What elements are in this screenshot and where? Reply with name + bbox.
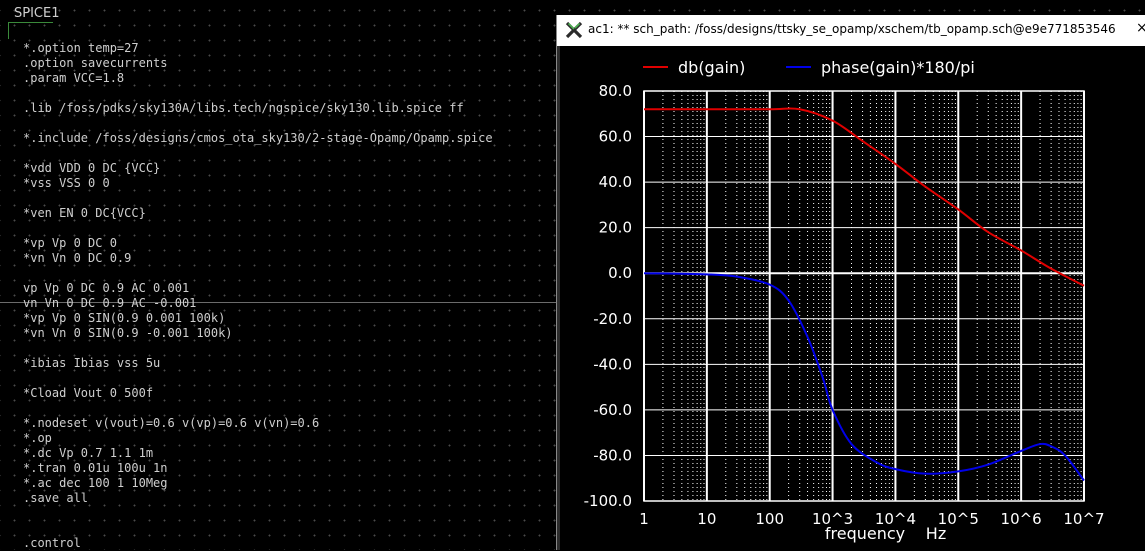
x-tick-label: 10^3 [812, 510, 853, 528]
x-tick-label: 10^4 [875, 510, 916, 528]
x11-logo-icon [565, 21, 583, 43]
x-tick-label: 1 [639, 510, 649, 528]
code-line: *Cload Vout 0 500f [23, 386, 154, 400]
code-line [23, 341, 493, 356]
schematic-wire [0, 302, 558, 303]
x-tick-label: 10 [697, 510, 716, 528]
y-tick-label: 40.0 [599, 173, 632, 191]
y-tick-label: 0.0 [608, 264, 632, 282]
code-line: vn Vn 0 DC 0.9 AC -0.001 [23, 296, 197, 310]
code-line: .option savecurrents [23, 56, 168, 70]
y-tick-label: 80.0 [599, 82, 632, 100]
code-line [23, 116, 493, 131]
x-tick-label: 10^6 [1001, 510, 1042, 528]
code-line: *ven EN 0 DC{VCC} [23, 206, 146, 220]
code-line: *.op [23, 431, 52, 445]
window-title-bar[interactable]: ac1: ** sch_path: /foss/designs/ttsky_se… [557, 15, 1145, 46]
waveform-window[interactable]: ac1: ** sch_path: /foss/designs/ttsky_se… [556, 15, 1145, 550]
y-tick-label: -20.0 [593, 310, 632, 328]
plot-area[interactable]: 80.0 60.0 40.0 20.0 0.0 -20.0 -40.0 -60.0 -80.0 -… [557, 46, 1145, 550]
legend-label: db(gain) [678, 58, 745, 77]
code-line [23, 191, 493, 206]
code-line [23, 221, 493, 236]
code-line: vp Vp 0 DC 0.9 AC 0.001 [23, 281, 190, 295]
legend-label: phase(gain)*180/pi [821, 58, 975, 77]
code-line [23, 401, 493, 416]
spice-block-corner [8, 22, 53, 39]
x-tick-label: 10^5 [938, 510, 979, 528]
y-tick-label: -40.0 [593, 355, 632, 373]
code-line [23, 86, 493, 101]
code-line: .save all [23, 491, 89, 505]
close-icon[interactable]: × [1136, 20, 1145, 36]
series-line-db-gain [643, 107, 1085, 287]
code-line [23, 371, 493, 386]
code-line: .param VCC=1.8 [23, 71, 125, 85]
spice-block-label: SPICE1 [14, 6, 60, 21]
code-line: .lib /foss/pdks/sky130A/libs.tech/ngspic… [23, 101, 464, 115]
code-line: *vn Vn 0 DC 0.9 [23, 251, 132, 265]
x-axis-unit: Hz [926, 524, 946, 543]
code-line: *vdd VDD 0 DC {VCC} [23, 161, 161, 175]
code-line: *vn Vn 0 SIN(0.9 -0.001 100k) [23, 326, 233, 340]
y-tick-label: -60.0 [593, 401, 632, 419]
code-line: *vss VSS 0 0 [23, 176, 110, 190]
code-line: *.ac dec 100 1 10Meg [23, 476, 168, 490]
bode-plot[interactable]: 80.0 60.0 40.0 20.0 0.0 -20.0 -40.0 -60.0 -80.0 -… [560, 46, 1145, 550]
x-tick-label: 10^7 [1063, 510, 1104, 528]
code-line [23, 266, 493, 281]
y-tick-label: -100.0 [584, 492, 632, 510]
code-line: *.dc Vp 0.7 1.1 1m [23, 446, 154, 460]
x-tick-label: 100 [755, 510, 784, 528]
code-line [23, 506, 493, 521]
code-line: *.include /foss/designs/cmos_ota_sky130/… [23, 131, 493, 145]
code-line: *.nodeset v(vout)=0.6 v(vp)=0.6 v(vn)=0.… [23, 416, 320, 430]
code-line: *vp Vp 0 SIN(0.9 0.001 100k) [23, 311, 226, 325]
y-tick-label: 20.0 [599, 219, 632, 237]
y-tick-label: 60.0 [599, 128, 632, 146]
code-line: *.tran 0.01u 100u 1n [23, 461, 168, 475]
code-line [23, 521, 493, 536]
code-line: *vp Vp 0 DC 0 [23, 236, 117, 250]
code-line: .control [23, 536, 81, 550]
code-line: *.option temp=27 [23, 41, 139, 55]
code-line: *ibias Ibias vss 5u [23, 356, 161, 370]
window-title: ac1: ** sch_path: /foss/designs/ttsky_se… [588, 22, 1116, 36]
series-line-phase-gain [643, 272, 1085, 482]
spice-code-block[interactable]: *.option temp=27 .option savecurrents .par… [23, 41, 493, 551]
code-line [23, 146, 493, 161]
x-axis-title: frequency [825, 524, 905, 543]
plot-frame [643, 90, 1085, 502]
y-tick-label: -80.0 [593, 446, 632, 464]
